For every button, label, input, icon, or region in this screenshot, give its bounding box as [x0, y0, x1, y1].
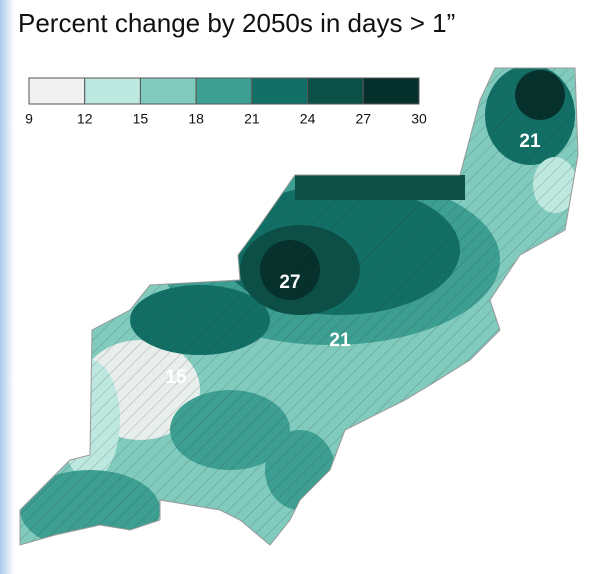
legend-bin [84, 77, 141, 105]
map-label: 21 [329, 330, 351, 351]
legend-tick-label: 12 [77, 111, 93, 127]
map-label: 21 [519, 131, 541, 152]
title: Percent change by 2050s in days > 1” [18, 8, 455, 38]
edge-strip [0, 0, 14, 574]
legend-bin [307, 77, 364, 105]
legend-bin [251, 77, 309, 105]
region-outline [19, 67, 579, 546]
legend-tick-label: 18 [188, 111, 204, 127]
legend-tick-label: 15 [133, 111, 149, 127]
legend-tick-label: 9 [25, 111, 33, 127]
map-label: 15 [165, 367, 187, 388]
legend-bin [139, 77, 197, 105]
legend-bin [362, 77, 420, 105]
legend-tick-label: 21 [244, 111, 260, 127]
legend-bin [195, 77, 253, 105]
legend-tick-label: 27 [355, 111, 371, 127]
legend-bin [28, 77, 86, 105]
legend-tick-label: 30 [411, 111, 427, 127]
map-label: 27 [279, 272, 300, 293]
legend-tick-label: 24 [300, 111, 316, 127]
map-region [20, 68, 578, 545]
legend: 9 12 15 18 21 24 27 30 [25, 77, 427, 127]
